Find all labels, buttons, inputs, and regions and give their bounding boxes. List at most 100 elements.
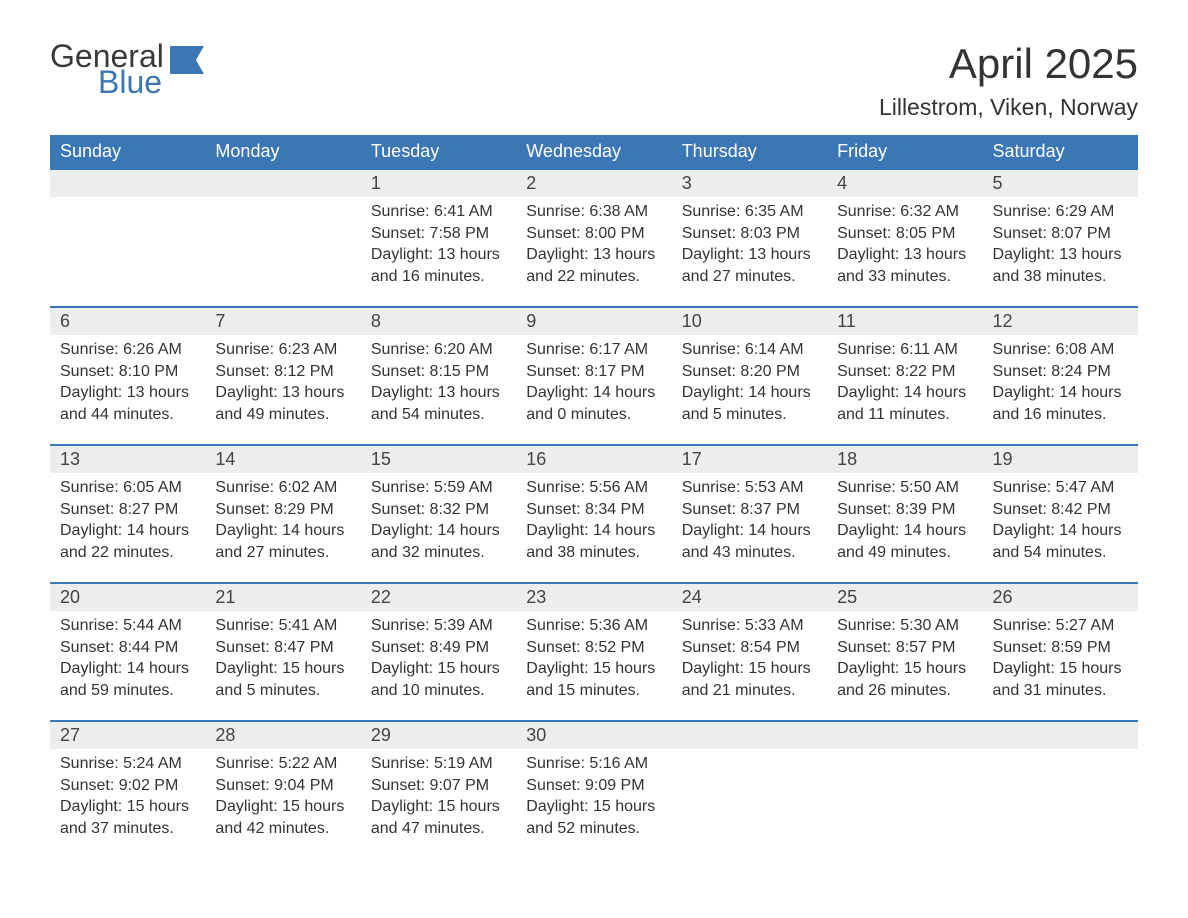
day-body-cell <box>827 749 982 859</box>
day-body-cell: Sunrise: 5:30 AMSunset: 8:57 PMDaylight:… <box>827 611 982 721</box>
sunset-text: Sunset: 8:57 PM <box>837 637 972 659</box>
day-number-cell: 16 <box>516 445 671 473</box>
day-number-cell: 18 <box>827 445 982 473</box>
day-body-cell: Sunrise: 5:41 AMSunset: 8:47 PMDaylight:… <box>205 611 360 721</box>
sunrise-text: Sunrise: 5:59 AM <box>371 477 506 499</box>
sunset-text: Sunset: 8:05 PM <box>837 223 972 245</box>
sunrise-text: Sunrise: 6:29 AM <box>993 201 1128 223</box>
day-body-cell: Sunrise: 6:11 AMSunset: 8:22 PMDaylight:… <box>827 335 982 445</box>
sunrise-text: Sunrise: 5:50 AM <box>837 477 972 499</box>
day-number-cell: 28 <box>205 721 360 749</box>
day-body-cell: Sunrise: 5:44 AMSunset: 8:44 PMDaylight:… <box>50 611 205 721</box>
day-number-cell: 20 <box>50 583 205 611</box>
day-body-cell: Sunrise: 5:27 AMSunset: 8:59 PMDaylight:… <box>983 611 1138 721</box>
day-number-cell: 30 <box>516 721 671 749</box>
weekday-header: Tuesday <box>361 135 516 169</box>
day-number-cell: 24 <box>672 583 827 611</box>
daylight-text: Daylight: 14 hours and 49 minutes. <box>837 520 972 563</box>
sunset-text: Sunset: 8:29 PM <box>215 499 350 521</box>
sunset-text: Sunset: 8:39 PM <box>837 499 972 521</box>
sunset-text: Sunset: 8:42 PM <box>993 499 1128 521</box>
daylight-text: Daylight: 14 hours and 16 minutes. <box>993 382 1128 425</box>
sunset-text: Sunset: 9:09 PM <box>526 775 661 797</box>
sunrise-text: Sunrise: 6:41 AM <box>371 201 506 223</box>
calendar-header: SundayMondayTuesdayWednesdayThursdayFrid… <box>50 135 1138 169</box>
daylight-text: Daylight: 14 hours and 43 minutes. <box>682 520 817 563</box>
day-body-cell: Sunrise: 5:16 AMSunset: 9:09 PMDaylight:… <box>516 749 671 859</box>
sunrise-text: Sunrise: 5:47 AM <box>993 477 1128 499</box>
sunrise-text: Sunrise: 6:35 AM <box>682 201 817 223</box>
daylight-text: Daylight: 13 hours and 54 minutes. <box>371 382 506 425</box>
sunrise-text: Sunrise: 5:36 AM <box>526 615 661 637</box>
sunrise-text: Sunrise: 6:02 AM <box>215 477 350 499</box>
daylight-text: Daylight: 14 hours and 59 minutes. <box>60 658 195 701</box>
sunset-text: Sunset: 9:04 PM <box>215 775 350 797</box>
day-number-cell: 14 <box>205 445 360 473</box>
sunset-text: Sunset: 7:58 PM <box>371 223 506 245</box>
daylight-text: Daylight: 15 hours and 26 minutes. <box>837 658 972 701</box>
brand-blue: Blue <box>98 66 164 98</box>
day-number-cell: 13 <box>50 445 205 473</box>
sunset-text: Sunset: 8:44 PM <box>60 637 195 659</box>
day-body-cell: Sunrise: 5:50 AMSunset: 8:39 PMDaylight:… <box>827 473 982 583</box>
flag-icon <box>170 46 204 74</box>
day-number-cell: 15 <box>361 445 516 473</box>
sunset-text: Sunset: 8:15 PM <box>371 361 506 383</box>
day-body-cell <box>50 197 205 307</box>
sunrise-text: Sunrise: 5:22 AM <box>215 753 350 775</box>
daylight-text: Daylight: 15 hours and 5 minutes. <box>215 658 350 701</box>
sunrise-text: Sunrise: 6:32 AM <box>837 201 972 223</box>
sunset-text: Sunset: 8:37 PM <box>682 499 817 521</box>
day-number-cell: 29 <box>361 721 516 749</box>
day-number-cell: 23 <box>516 583 671 611</box>
daylight-text: Daylight: 13 hours and 33 minutes. <box>837 244 972 287</box>
sunset-text: Sunset: 8:27 PM <box>60 499 195 521</box>
day-body-cell: Sunrise: 6:14 AMSunset: 8:20 PMDaylight:… <box>672 335 827 445</box>
daylight-text: Daylight: 13 hours and 22 minutes. <box>526 244 661 287</box>
sunset-text: Sunset: 8:22 PM <box>837 361 972 383</box>
day-body-cell <box>672 749 827 859</box>
day-number-cell: 10 <box>672 307 827 335</box>
calendar-body: 12345Sunrise: 6:41 AMSunset: 7:58 PMDayl… <box>50 169 1138 859</box>
day-body-cell: Sunrise: 6:35 AMSunset: 8:03 PMDaylight:… <box>672 197 827 307</box>
location-subtitle: Lillestrom, Viken, Norway <box>879 94 1138 121</box>
day-body-cell: Sunrise: 6:38 AMSunset: 8:00 PMDaylight:… <box>516 197 671 307</box>
day-body-cell: Sunrise: 5:59 AMSunset: 8:32 PMDaylight:… <box>361 473 516 583</box>
sunrise-text: Sunrise: 6:05 AM <box>60 477 195 499</box>
day-number-cell: 19 <box>983 445 1138 473</box>
day-body-cell: Sunrise: 6:20 AMSunset: 8:15 PMDaylight:… <box>361 335 516 445</box>
sunrise-text: Sunrise: 5:33 AM <box>682 615 817 637</box>
day-number-cell: 4 <box>827 169 982 197</box>
daylight-text: Daylight: 15 hours and 10 minutes. <box>371 658 506 701</box>
sunrise-text: Sunrise: 6:23 AM <box>215 339 350 361</box>
weekday-header: Friday <box>827 135 982 169</box>
daylight-text: Daylight: 15 hours and 21 minutes. <box>682 658 817 701</box>
day-number-cell: 7 <box>205 307 360 335</box>
daylight-text: Daylight: 14 hours and 38 minutes. <box>526 520 661 563</box>
page-header: General Blue April 2025 Lillestrom, Vike… <box>50 40 1138 121</box>
day-body-cell: Sunrise: 6:17 AMSunset: 8:17 PMDaylight:… <box>516 335 671 445</box>
day-body-cell <box>983 749 1138 859</box>
sunrise-text: Sunrise: 5:53 AM <box>682 477 817 499</box>
sunrise-text: Sunrise: 5:56 AM <box>526 477 661 499</box>
day-number-cell: 27 <box>50 721 205 749</box>
daylight-text: Daylight: 15 hours and 37 minutes. <box>60 796 195 839</box>
daylight-text: Daylight: 13 hours and 38 minutes. <box>993 244 1128 287</box>
sunset-text: Sunset: 9:02 PM <box>60 775 195 797</box>
day-body-cell: Sunrise: 6:32 AMSunset: 8:05 PMDaylight:… <box>827 197 982 307</box>
day-number-cell: 26 <box>983 583 1138 611</box>
day-number-cell <box>983 721 1138 749</box>
daylight-text: Daylight: 15 hours and 15 minutes. <box>526 658 661 701</box>
sunrise-text: Sunrise: 5:41 AM <box>215 615 350 637</box>
sunset-text: Sunset: 8:47 PM <box>215 637 350 659</box>
calendar-table: SundayMondayTuesdayWednesdayThursdayFrid… <box>50 135 1138 859</box>
daylight-text: Daylight: 14 hours and 0 minutes. <box>526 382 661 425</box>
day-number-cell: 9 <box>516 307 671 335</box>
sunset-text: Sunset: 9:07 PM <box>371 775 506 797</box>
day-number-cell: 6 <box>50 307 205 335</box>
day-number-cell: 17 <box>672 445 827 473</box>
day-body-cell: Sunrise: 5:36 AMSunset: 8:52 PMDaylight:… <box>516 611 671 721</box>
sunrise-text: Sunrise: 6:08 AM <box>993 339 1128 361</box>
sunset-text: Sunset: 8:10 PM <box>60 361 195 383</box>
sunset-text: Sunset: 8:03 PM <box>682 223 817 245</box>
